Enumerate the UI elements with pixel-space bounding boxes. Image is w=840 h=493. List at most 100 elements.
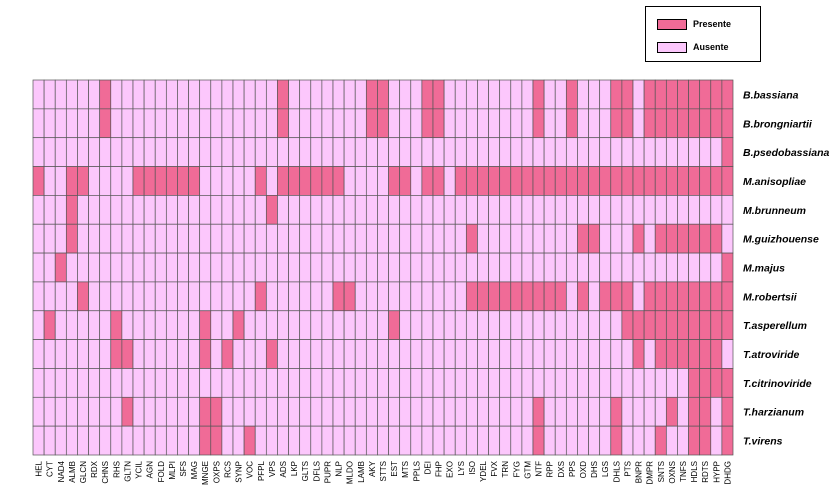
heatmap-cell-M.robertsii-MAG [188, 281, 201, 312]
heatmap-cell-M.anisopliae-DHLS [610, 166, 623, 196]
heatmap-cell-B.bassiana-OXNS [665, 79, 678, 110]
heatmap-cell-M.anisopliae-FHP [432, 166, 445, 196]
heatmap-cell-M.robertsii-SNTS [654, 281, 667, 312]
heatmap-cell-B.brongniartii-RDX [88, 108, 101, 139]
heatmap-cell-T.asperellum-LAMB [354, 310, 367, 340]
heatmap-cell-B.bassiana-TNFS [677, 79, 689, 110]
heatmap-cell-T.asperellum-VOC [243, 310, 256, 340]
x-tick-label: MTS [401, 461, 410, 478]
heatmap-cell-M.robertsii-SFS [177, 281, 189, 312]
heatmap-cell-B.bassiana-DXS [554, 79, 567, 110]
heatmap-cell-T.citrinoviride-OXNS [665, 368, 678, 398]
heatmap-cell-B.brongniartii-RCS [221, 108, 234, 139]
heatmap-cell-T.asperellum-TRN [499, 310, 512, 340]
heatmap-cell-B.psedobassiana-EST [388, 137, 401, 167]
heatmap-cell-B.brongniartii-DHDG [721, 108, 734, 139]
heatmap-cell-M.robertsii-EXO [443, 281, 456, 312]
heatmap-cell-M.robertsii-MLDO [343, 281, 356, 312]
heatmap-cell-T.citrinoviride-AGN [143, 368, 156, 398]
heatmap-cell-M.guizhouense-VPS [265, 223, 278, 254]
heatmap-cell-T.asperellum-MNGE [199, 310, 212, 340]
heatmap-cell-M.brunneum-VOC [243, 195, 256, 225]
heatmap-cell-M.guizhouense-RCS [221, 223, 234, 254]
heatmap-cell-M.guizhouense-DXS [554, 223, 567, 254]
heatmap-cell-M.robertsii-FYG [510, 281, 523, 312]
heatmap-cell-M.guizhouense-VOC [243, 223, 256, 254]
heatmap-cell-M.majus-ADS [277, 252, 289, 283]
heatmap-cell-M.guizhouense-EST [388, 223, 401, 254]
heatmap-cell-B.psedobassiana-PFPL [254, 137, 267, 167]
heatmap-cell-B.brongniartii-BNPR [632, 108, 645, 139]
heatmap-cell-M.guizhouense-MTS [399, 223, 412, 254]
heatmap-cell-B.psedobassiana-LYS [454, 137, 467, 167]
heatmap-cell-M.majus-GLTN [121, 252, 134, 283]
heatmap-cell-B.brongniartii-RHS [110, 108, 123, 139]
heatmap-cell-M.robertsii-LAMB [354, 281, 367, 312]
x-tick-label: EST [390, 461, 399, 477]
heatmap-cell-T.asperellum-PPS [565, 310, 578, 340]
heatmap-cell-B.bassiana-CYT [43, 79, 56, 110]
heatmap-cell-M.majus-YDEL [477, 252, 489, 283]
heatmap-cell-T.harzianum-AKY [365, 396, 378, 427]
heatmap-cell-M.anisopliae-AGN [143, 166, 156, 196]
heatmap-cell-M.robertsii-RDX [88, 281, 101, 312]
heatmap-cell-T.atroviride-DXS [554, 339, 567, 369]
heatmap-cell-B.bassiana-HYPP [710, 79, 723, 110]
heatmap-cell-T.citrinoviride-AKY [365, 368, 378, 398]
heatmap-cell-M.guizhouense-MLDO [343, 223, 356, 254]
heatmap-cell-T.citrinoviride-DEI [421, 368, 434, 398]
heatmap-cell-B.brongniartii-EST [388, 108, 401, 139]
y-axis-labels: B.bassiana B.brongniartii B.psedobassiana M… [743, 89, 830, 447]
heatmap-cell-B.bassiana-VPS [265, 79, 278, 110]
heatmap-cell-T.citrinoviride-YDEL [477, 368, 489, 398]
heatmap-cell-T.citrinoviride-RHS [110, 368, 123, 398]
x-tick-label: OXD [579, 461, 588, 479]
heatmap-cell-T.atroviride-VPS [265, 339, 278, 369]
heatmap-cell-B.bassiana-LKP [288, 79, 301, 110]
heatmap-cell-T.virens-FYG [510, 425, 523, 456]
heatmap-cell-B.brongniartii-RDTS [699, 108, 712, 139]
heatmap-cell-M.majus-SNTS [654, 252, 667, 283]
heatmap-cell-T.atroviride-DFLS [310, 339, 323, 369]
heatmap-cell-T.asperellum-NLP [332, 310, 345, 340]
heatmap-cell-T.atroviride-OXD [577, 339, 589, 369]
heatmap-cell-M.guizhouense-GLTN [121, 223, 134, 254]
heatmap-cell-T.atroviride-RPP [543, 339, 556, 369]
heatmap-cell-B.brongniartii-MAG [188, 108, 201, 139]
heatmap-cell-M.brunneum-GLTS [299, 195, 312, 225]
heatmap-cell-T.citrinoviride-FYG [510, 368, 523, 398]
heatmap-cell-M.majus-DHS [588, 252, 601, 283]
heatmap-cell-T.virens-GLTN [121, 425, 134, 456]
heatmap-cell-M.majus-MTS [399, 252, 412, 283]
heatmap-cell-M.guizhouense-RPP [543, 223, 556, 254]
heatmap-cell-T.asperellum-GLTN [121, 310, 134, 340]
heatmap-cell-T.harzianum-GTM [521, 396, 534, 427]
heatmap-cell-T.atroviride-FHP [432, 339, 445, 369]
heatmap-cell-M.majus-RHS [110, 252, 123, 283]
heatmap-cell-M.majus-TNFS [677, 252, 689, 283]
heatmap-cell-B.psedobassiana-STTS [377, 137, 389, 167]
x-tick-label: AKY [368, 460, 377, 477]
heatmap-cell-T.atroviride-AKY [365, 339, 378, 369]
heatmap-cell-T.atroviride-SFS [177, 339, 189, 369]
heatmap-cell-M.robertsii-DHS [588, 281, 601, 312]
heatmap-cell-B.psedobassiana-YDEL [477, 137, 489, 167]
heatmap-cell-M.brunneum-OXD [577, 195, 589, 225]
heatmap-cell-M.majus-HYPP [710, 252, 723, 283]
x-tick-label: VPS [268, 461, 277, 477]
heatmap-cell-T.harzianum-RCS [221, 396, 234, 427]
heatmap-cell-B.psedobassiana-GLCN [77, 137, 89, 167]
heatmap-cell-M.anisopliae-LYS [454, 166, 467, 196]
heatmap-cell-B.brongniartii-SFS [177, 108, 189, 139]
heatmap-cell-M.robertsii-GTM [521, 281, 534, 312]
heatmap-cell-T.atroviride-RHS [110, 339, 123, 369]
x-tick-label: EXO [446, 461, 455, 478]
x-tick-label: ISO [468, 461, 477, 475]
x-tick-label: RCS [223, 461, 232, 478]
heatmap-cell-M.brunneum-DFLS [310, 195, 323, 225]
heatmap-cell-M.anisopliae-DXS [554, 166, 567, 196]
heatmap-cell-M.brunneum-SYNP [232, 195, 245, 225]
heatmap-cell-T.virens-RDTS [699, 425, 712, 456]
heatmap-cell-B.brongniartii-NLP [332, 108, 345, 139]
x-tick-label: SYNP [235, 461, 244, 483]
